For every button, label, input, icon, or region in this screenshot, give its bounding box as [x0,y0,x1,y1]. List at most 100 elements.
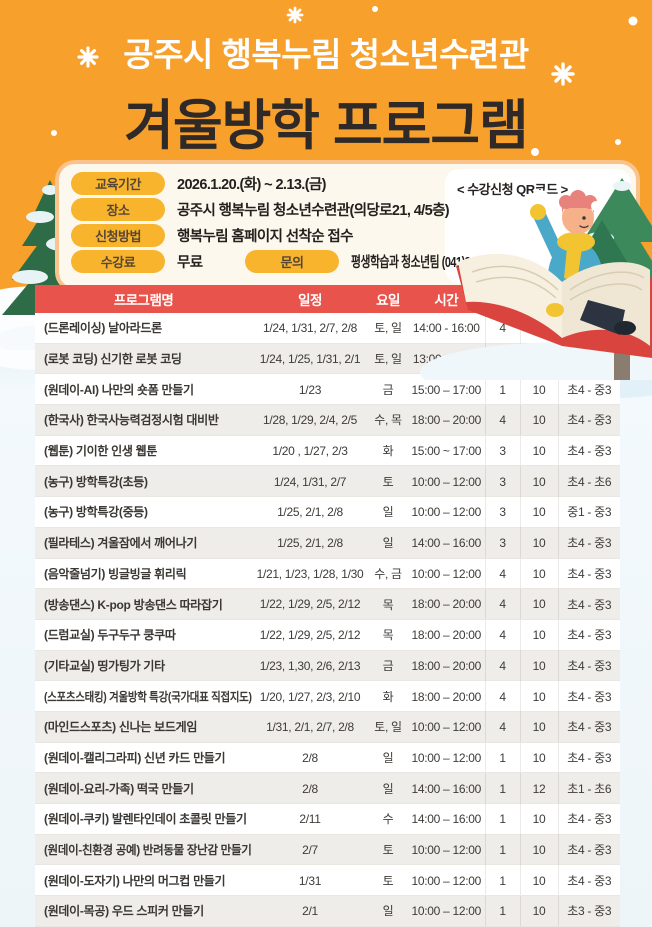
info-rows: 교육기간 2026.1.20.(화) ~ 2.13.(금) 장소 공주시 행복누… [71,169,507,273]
cell-time: 14:00 – 16:00 [408,772,486,804]
cell-time: 10:00 – 12:00 [408,742,486,773]
table-row: (음악줄넘기) 빙글빙글 휘리릭 1/21, 1/23, 1/28, 1/30 … [35,558,620,589]
table-row: (마인드스포츠) 신나는 보드게임 1/31, 2/1, 2/7, 2/8 토,… [35,711,620,743]
table-row: (필라테스) 겨울잠에서 깨어나기 1/25, 2/1, 2/8 일 14:00… [35,527,620,558]
table-row: (로봇 코딩) 신기한 로봇 코딩 1/24, 1/25, 1/31, 2/1 … [35,343,620,374]
cell-day: 목 [382,597,394,612]
info-value-box: 공주시 행복누림 청소년수련관(의당로21, 4/5층) [177,199,507,220]
program-table-body: (드론레이싱) 날아라드론 1/24, 1/31, 2/7, 2/8 토, 일 … [35,313,620,927]
cell-capacity: 10 [520,588,559,620]
cell-day: 토, 일 [374,321,402,336]
cell-dates: 2/8 [302,781,318,796]
info-label-pill: 교육기간 [71,172,165,195]
cell-program-name: (한국사) 한국사능력검정시험 대비반 [44,413,219,428]
cell-capacity: 10 [520,650,559,681]
info-label-pill: 수강료 [71,250,165,273]
cell-program-name: (방송댄스) K-pop 방송댄스 따라잡기 [44,597,223,612]
cell-time: 10:00 – 12:00 [408,558,486,589]
cell-program-name: (농구) 방학특강(초등) [44,474,148,489]
cell-target: 초4 - 중3 [567,597,612,612]
cell-target: 초4 - 중3 [567,352,612,367]
cell-capacity: 10 [520,864,559,896]
cell-dates: 1/24, 1/25, 1/31, 2/1 [259,351,361,366]
cell-sessions: 4 [485,588,521,620]
table-row: (원데이-친환경 공예) 반려동물 장난감 만들기 2/7 토 10:00 – … [35,834,620,865]
cell-program-name: (음악줄넘기) 빙글빙글 휘리릭 [44,566,187,581]
cell-sessions: 1 [485,742,521,773]
table-row: (한국사) 한국사능력검정시험 대비반 1/28, 1/29, 2/4, 2/5… [35,404,620,436]
cell-time: 18:00 – 20:00 [408,650,486,681]
cell-time: 14:00 – 16:00 [408,803,486,835]
cell-sessions: 1 [485,834,521,865]
cell-day: 토, 일 [374,720,402,735]
header-program-name: 프로그램명 [35,285,252,313]
table-row: (원데이-AI) 나만의 숏폼 만들기 1/23 금 15:00 – 17:00… [35,373,620,405]
cell-time: 10:00 – 12:00 [408,834,486,865]
cell-day: 일 [382,781,394,796]
cell-target: 초4 - 중3 [567,873,612,888]
poster-title-line1: 공주시 행복누림 청소년수련관 [123,36,529,73]
cell-program-name: (스포츠스태킹) 겨울방학 특강(국가대표 직접지도) [44,689,252,704]
cell-capacity: 10 [520,619,559,651]
cell-program-name: (기타교실) 띵가팅가 기타 [44,658,165,673]
cell-day: 수 [382,812,394,827]
info-value-period: 2026.1.20.(화) ~ 2.13.(금) [177,177,327,193]
cell-day: 일 [382,904,394,919]
poster-title: 공주시 행복누림 청소년수련관 겨울방학 프로그램 [0,28,652,160]
cell-time: 18:00 – 20:00 [408,680,486,712]
cell-day: 화 [382,444,394,459]
cell-capacity: 12 [520,772,559,804]
header-dates: 일정 [252,285,368,313]
poster-title-line2: 겨울방학 프로그램 [124,96,528,156]
cell-dates: 1/25, 2/1, 2/8 [277,505,343,520]
header-day: 요일 [368,285,408,313]
cell-time: 15:00 – 17:00 [408,373,486,405]
cell-sessions: 1 [485,373,521,405]
cell-dates: 2/8 [302,750,318,765]
cell-target: 초4 - 중3 [567,689,612,704]
table-row: (원데이-쿠키) 발렌타인데이 초콜릿 만들기 2/11 수 14:00 – 1… [35,803,620,835]
cell-capacity: 10 [520,834,559,865]
cell-day: 토 [382,474,394,489]
cell-target: 초4 - 초6 [567,321,612,336]
cell-day: 수, 금 [374,566,402,581]
cell-day: 화 [382,689,394,704]
table-row: (스포츠스태킹) 겨울방학 특강(국가대표 직접지도) 1/20, 1/27, … [35,680,620,712]
cell-target: 초4 - 중3 [567,628,612,643]
cell-target: 초3 - 중3 [567,904,612,919]
cell-capacity: 10 [520,313,559,344]
cell-sessions: 1 [485,803,521,835]
cell-dates: 1/22, 1/29, 2/5, 2/12 [259,628,361,643]
cell-dates: 1/31 [298,873,322,888]
cell-program-name: (농구) 방학특강(중등) [44,505,148,520]
cell-time: 18:00 – 20:00 [408,588,486,620]
cell-capacity: 10 [520,803,559,835]
cell-dates: 2/7 [302,842,318,857]
cell-sessions: 3 [485,435,521,466]
cell-target: 초4 - 중3 [567,812,612,827]
table-row: (웹툰) 기이한 인생 웹툰 1/20 , 1/27, 2/3 화 15:00 … [35,435,620,466]
info-label-pill: 신청방법 [71,224,165,247]
header-time: 시간 [408,285,486,313]
info-value-apply: 행복누림 홈페이지 선착순 접수 [177,229,354,245]
header-row: 프로그램명 일정 요일 시간 회기 인원 대상 [35,285,620,313]
cell-capacity: 10 [520,558,559,589]
table-row: (원데이-목공) 우드 스피커 만들기 2/1 일 10:00 – 12:00 … [35,895,620,927]
cell-capacity: 10 [520,435,559,466]
cell-time: 10:00 – 12:00 [408,864,486,896]
info-row-fee-contact: 수강료 무료 문의 평생학습과 청소년팀 (041)840-8070 [71,250,507,273]
cell-target: 초4 - 중3 [567,720,612,735]
cell-sessions: 4 [485,650,521,681]
cell-time: 14:00 - 16:00 [408,313,486,344]
cell-time: 15:00 ~ 17:00 [408,435,486,466]
cell-sessions: 1 [485,895,521,927]
cell-target: 초4 - 초6 [567,474,612,489]
cell-day: 토 [382,873,394,888]
table-row: (농구) 방학특강(중등) 1/25, 2/1, 2/8 일 10:00 – 1… [35,496,620,528]
cell-day: 일 [382,750,394,765]
cell-day: 일 [382,505,394,520]
cell-day: 목 [382,628,394,643]
cell-program-name: (마인드스포츠) 신나는 보드게임 [44,720,198,735]
cell-sessions: 4 [485,404,521,436]
cell-program-name: (필라테스) 겨울잠에서 깨어나기 [44,536,198,551]
